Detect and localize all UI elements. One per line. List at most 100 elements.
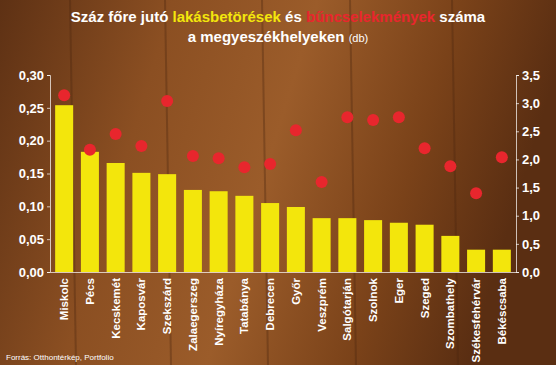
bar [107,163,125,272]
tick-mark [516,216,519,217]
point [110,128,122,140]
title-word: száma [439,8,486,25]
tick-mark [47,141,50,142]
category-label: Szombathely [444,277,456,349]
bar [390,223,408,272]
bar [416,225,434,272]
tick: Miskolc [58,272,70,320]
title-word: megyeszékhelyeken [200,28,348,45]
bar [261,203,279,272]
tick-mark [516,75,519,76]
tick-mark [47,174,50,175]
tick: Tatabánya [238,272,250,334]
point [367,114,379,126]
category-label: Miskolc [58,277,70,320]
tick: 0,5 [516,237,540,252]
tick: Szolnok [367,272,379,322]
tick: 0,25 [19,100,50,115]
tick-mark [516,188,519,189]
title-word: Száz [71,8,109,25]
tick: 3,5 [516,68,540,83]
bar [467,250,485,272]
tick: Zalaegerszeg [187,272,199,351]
tick-label: 3,5 [522,68,540,83]
bar [313,218,331,272]
category-label: Tatabánya [238,277,250,334]
point [238,161,250,173]
tick: 0,05 [19,232,50,247]
tick: 0,0 [516,265,540,280]
source: Forrás: Otthontérkép, Portfolio [6,353,114,362]
x-axis: MiskolcPécsKecskemétKaposvárSzekszárdZal… [51,272,517,362]
tick: 0,10 [19,199,50,214]
title-word: bűncselekmények [306,8,439,25]
tick: 2,5 [516,124,540,139]
title-word: a [188,28,201,45]
title-group: Száz főre jutó lakásbetörések és bűncsel… [71,8,486,45]
point [470,187,482,199]
background [0,0,556,365]
chart: Száz főre jutó lakásbetörések és bűncsel… [0,0,556,365]
tick-label: 0,20 [19,133,44,148]
category-label: Győr [290,277,302,304]
point [264,158,276,170]
axis-line [517,76,520,273]
category-label: Szolnok [367,277,379,322]
tick-mark [47,108,50,109]
point [316,176,328,188]
tick-mark [516,103,519,104]
category-label: Eger [393,277,405,303]
bar [210,191,228,272]
tick: 2,0 [516,152,540,167]
tick-label: 0,5 [522,237,540,252]
tick-label: 0,05 [19,232,44,247]
title: a megyeszékhelyeken (db) [188,28,369,45]
tick: Kecskemét [110,272,122,339]
tick: Szeged [419,272,431,318]
bar [81,152,99,272]
tick: 1,5 [516,180,540,195]
tick-mark [47,206,50,207]
tick: Székesfehérvár [470,272,482,362]
category-label: Nyíregyháza [213,277,225,345]
point [290,124,302,136]
tick: Veszprém [316,272,328,332]
point [161,95,173,107]
y-axis: 0,000,050,100,150,200,250,30 [19,68,51,280]
title-word: jutó [140,8,173,25]
bar [338,218,356,272]
tick-label: 0,30 [19,68,44,83]
point [58,89,70,101]
tick: Nyíregyháza [213,272,225,346]
tick: 3,0 [516,96,540,111]
tick: Eger [393,272,405,304]
tick-label: 0,10 [19,199,44,214]
tick-mark [516,244,519,245]
tick: 0,00 [19,265,50,280]
tick-label: 0,25 [19,100,44,115]
category-label: Veszprém [316,278,328,332]
title-word: (db) [349,32,369,44]
tick-mark [516,131,519,132]
tick: Salgótarján [341,272,353,341]
bar [55,105,73,272]
marks [55,89,511,272]
point [419,142,431,154]
tick-label: 3,0 [522,96,540,111]
tick-label: 2,0 [522,152,540,167]
tick: Békéscsaba [496,272,508,345]
tick: 0,30 [19,68,50,83]
tick: 0,20 [19,133,50,148]
tick-label: 0,00 [19,265,44,280]
tick-mark [47,75,50,76]
category-label: Salgótarján [341,278,353,341]
bar [132,173,150,272]
bar [184,190,202,272]
tick: Szekszárd [161,272,173,334]
category-label: Székesfehérvár [470,277,482,362]
category-label: Szekszárd [161,278,173,334]
tick-label: 1,0 [522,208,540,223]
category-label: Zalaegerszeg [187,278,199,351]
category-label: Szeged [419,278,431,318]
tick-mark [47,272,50,273]
